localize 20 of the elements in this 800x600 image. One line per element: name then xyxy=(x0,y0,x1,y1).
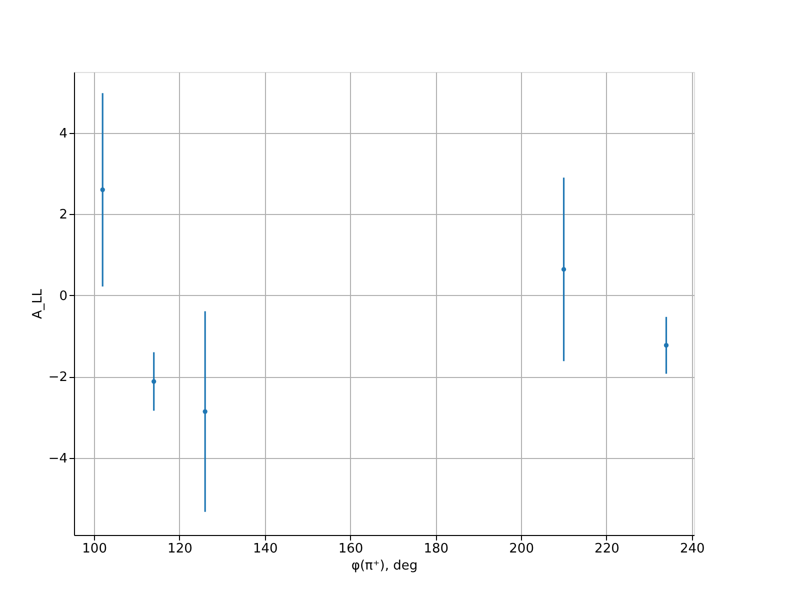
point xyxy=(664,342,669,348)
x-tick-label: 160 xyxy=(338,542,364,556)
y-tick-label: 2 xyxy=(59,208,68,223)
x-tick-label: 100 xyxy=(82,542,107,556)
y-tick-label: 0 xyxy=(59,288,68,304)
x-tick-label: 180 xyxy=(424,542,449,556)
point xyxy=(561,267,566,272)
x-tick-label: 120 xyxy=(168,542,192,556)
point xyxy=(100,187,105,192)
y-tick-label: −2 xyxy=(48,370,68,386)
x-tick-label: 200 xyxy=(509,542,534,556)
y-tick-label: −4 xyxy=(48,451,68,466)
point xyxy=(202,409,208,414)
x-tick-label: 240 xyxy=(680,542,705,556)
x-axis-title: φ(π⁺), deg xyxy=(351,558,418,574)
x-tick-label: 140 xyxy=(252,542,278,556)
x-tick-label: 220 xyxy=(594,542,620,556)
y-axis-title: A_LL xyxy=(30,288,46,319)
point xyxy=(152,379,156,384)
y-tick-label: 4 xyxy=(59,126,68,142)
